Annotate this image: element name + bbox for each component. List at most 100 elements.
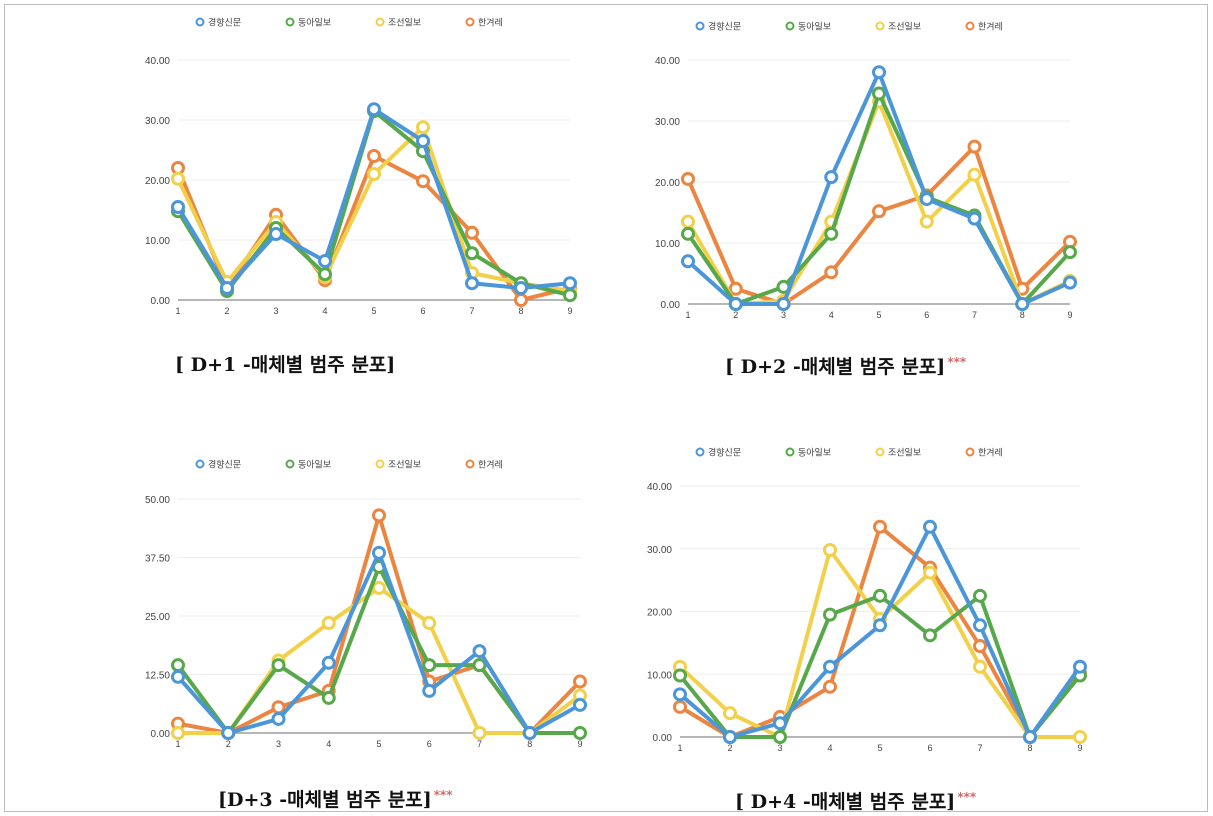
data-point	[465, 246, 479, 261]
data-point	[318, 267, 332, 282]
y-tick-label: 37.50	[145, 554, 170, 565]
series-line	[686, 99, 1071, 306]
data-point	[728, 297, 743, 311]
y-tick-label: 10.00	[655, 239, 680, 250]
data-point	[271, 700, 286, 715]
data-point	[416, 120, 430, 135]
data-point	[171, 200, 185, 214]
data-point	[872, 65, 886, 80]
data-point	[973, 659, 987, 674]
data-point	[514, 293, 528, 307]
data-point	[873, 519, 887, 534]
x-tick-label: 4	[322, 306, 327, 316]
x-tick-label: 3	[781, 310, 786, 320]
y-tick-label: 10.00	[647, 670, 672, 681]
data-point	[673, 668, 687, 683]
y-tick-label: 10.00	[145, 236, 170, 247]
legend-label: 경향신문	[208, 459, 241, 470]
data-point	[416, 134, 430, 148]
x-tick-label: 6	[927, 743, 932, 753]
legend-label: 한겨레	[978, 22, 1003, 32]
data-point	[1063, 245, 1077, 260]
data-point	[673, 687, 687, 702]
data-point	[220, 281, 234, 295]
y-tick-label: 50.00	[145, 495, 170, 506]
chart-title-d1: [ D+1 -매체별 범주 분포]	[175, 354, 396, 376]
data-point	[923, 565, 937, 580]
legend-marker	[965, 447, 975, 457]
data-point	[824, 170, 839, 185]
chart-title-d4: [ D+4 -매체별 범주 분포] ***	[735, 789, 977, 813]
x-tick-label: 5	[877, 743, 882, 753]
legend-label: 동아일보	[798, 448, 831, 458]
y-tick-label: 40.00	[655, 56, 680, 67]
legend-marker	[195, 17, 205, 27]
data-point	[372, 580, 386, 595]
y-tick-label: 12.50	[145, 671, 170, 682]
chart-d3: 0.00 12.50 25.00 37.50 50.00 1 2 3 4 5 6 7 8 9 경향신문 동아일…	[145, 459, 587, 749]
legend-label: 경향신문	[708, 447, 741, 458]
data-point	[723, 706, 737, 721]
legend-label: 경향신문	[708, 21, 741, 32]
data-point	[367, 167, 381, 181]
data-point	[171, 171, 185, 186]
x-tick-label: 6	[427, 739, 432, 749]
legend-label: 동아일보	[298, 18, 331, 28]
chart-d1: 0.00 10.00 20.00 30.00 40.00 1 2 3 4 5 6 7 8 9 경향신문 동아일…	[145, 17, 577, 316]
chart-title-d3: [D+3 -매체별 범주 분포] ***	[218, 787, 453, 811]
data-point	[372, 545, 386, 560]
series-line	[176, 107, 571, 290]
data-point	[171, 658, 185, 673]
data-point	[221, 726, 236, 740]
data-point	[773, 716, 787, 731]
legend-marker	[695, 21, 705, 31]
x-tick-label: 2	[226, 739, 231, 749]
data-point	[465, 225, 479, 240]
y-tick-label: 0.00	[151, 296, 171, 307]
legend-marker	[285, 459, 295, 469]
data-point	[823, 659, 837, 674]
legend-marker	[195, 459, 205, 469]
data-point	[823, 543, 837, 558]
chart-d2: 0.00 10.00 20.00 30.00 40.00 1 2 3 4 5 6 7 8 9 경향신문 동아일…	[655, 21, 1077, 320]
data-point	[923, 628, 937, 643]
x-tick-label: 9	[1077, 743, 1082, 753]
chart-title-d2: [ D+2 -매체별 범주 분포] ***	[725, 354, 967, 378]
data-point	[872, 204, 886, 219]
data-point	[321, 616, 336, 631]
data-point	[514, 281, 528, 295]
x-tick-label: 6	[420, 306, 425, 316]
data-point	[873, 618, 887, 633]
data-point	[573, 697, 587, 712]
x-tick-label: 4	[829, 310, 834, 320]
data-point	[422, 658, 437, 673]
legend-label: 한겨레	[478, 460, 503, 470]
x-tick-label: 8	[1020, 310, 1025, 320]
data-point	[271, 658, 286, 673]
x-tick-label: 5	[371, 306, 376, 316]
data-point	[269, 227, 283, 241]
data-point	[1073, 659, 1087, 674]
data-point	[773, 730, 787, 744]
data-point	[681, 171, 695, 186]
y-tick-label: 30.00	[647, 545, 672, 556]
y-tick-label: 20.00	[647, 608, 672, 619]
x-tick-label: 2	[727, 743, 732, 753]
data-point	[723, 730, 737, 744]
x-tick-label: 7	[477, 739, 482, 749]
data-point	[171, 726, 185, 740]
chart-panel-d3: 0.00 12.50 25.00 37.50 50.00 1 2 3 4 5 6 7 8 9 경향신문 동아일…	[130, 452, 590, 752]
data-point	[967, 139, 982, 154]
legend-label: 동아일보	[798, 22, 831, 32]
data-point	[416, 174, 430, 189]
legend-marker	[785, 447, 795, 457]
data-point	[923, 519, 937, 534]
x-tick-label: 4	[326, 739, 331, 749]
data-point	[573, 726, 587, 740]
data-point	[472, 726, 487, 740]
data-point	[973, 639, 987, 654]
data-point	[673, 699, 687, 714]
x-tick-label: 1	[175, 739, 180, 749]
data-point	[872, 86, 886, 101]
chart-panel-d4: 0.00 10.00 20.00 30.00 40.00 1 2 3 4 5 6 7 8 9 경향신문 동아일…	[630, 440, 1090, 760]
